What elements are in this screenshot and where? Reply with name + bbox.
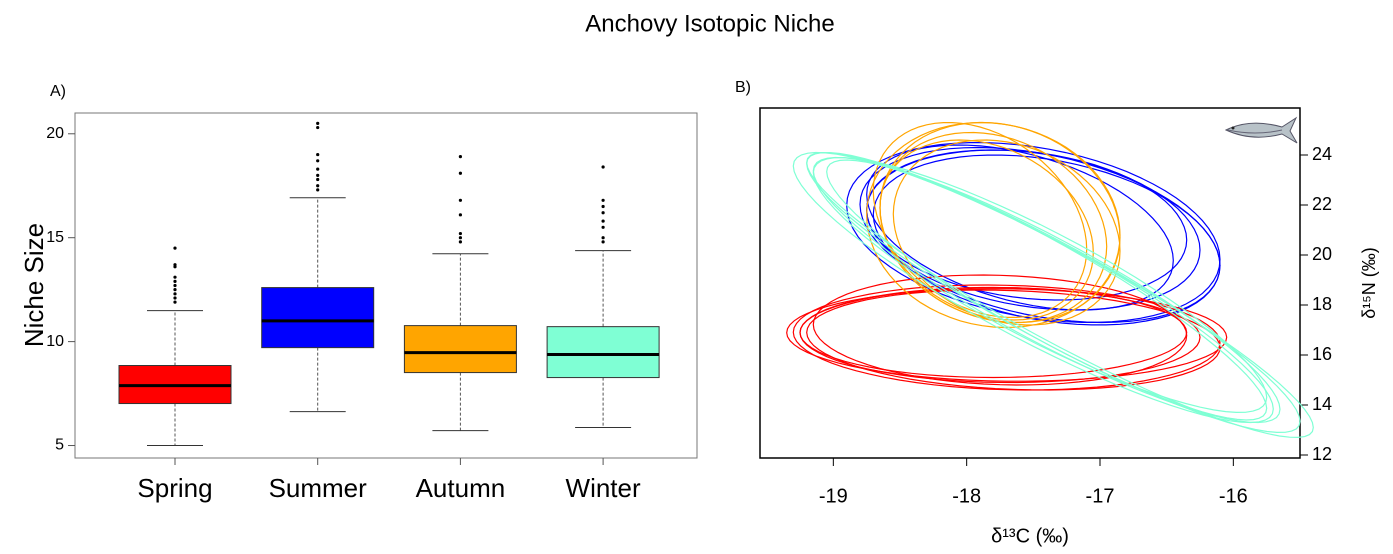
niche-ellipse bbox=[866, 121, 1121, 329]
y-tick-label: 22 bbox=[1312, 194, 1332, 214]
x-tick-label: -19 bbox=[819, 485, 848, 507]
panel-label: B) bbox=[735, 79, 751, 96]
outlier bbox=[173, 246, 177, 250]
niche-ellipse bbox=[826, 159, 1268, 421]
y-tick-label: 12 bbox=[1312, 444, 1332, 464]
x-tick-label: Summer bbox=[269, 473, 368, 503]
outlier bbox=[458, 198, 462, 202]
outlier bbox=[316, 184, 320, 188]
outlier bbox=[173, 283, 177, 288]
plot-frame bbox=[74, 112, 698, 459]
y-tick-label: 24 bbox=[1312, 144, 1332, 164]
y-axis-label: Niche Size bbox=[19, 223, 49, 347]
niche-ellipse bbox=[806, 289, 1221, 391]
plot-frame bbox=[759, 107, 1301, 459]
box bbox=[546, 326, 660, 379]
outlier bbox=[173, 279, 177, 283]
niche-ellipse bbox=[799, 286, 1188, 379]
outlier bbox=[601, 225, 605, 229]
outlier bbox=[458, 213, 462, 217]
niche-ellipse bbox=[892, 139, 1121, 326]
x-axis-label: δ¹³C (‰) bbox=[991, 525, 1069, 547]
outlier bbox=[601, 204, 605, 209]
outlier bbox=[173, 288, 177, 292]
x-tick-label: -16 bbox=[1219, 485, 1248, 507]
outlier bbox=[173, 300, 177, 304]
outlier bbox=[601, 236, 605, 240]
y-tick-label: 16 bbox=[1312, 344, 1332, 364]
niche-ellipse bbox=[866, 144, 1174, 311]
x-tick-label: Autumn bbox=[416, 473, 506, 503]
niche-ellipse bbox=[872, 154, 1221, 326]
outlier bbox=[316, 177, 320, 182]
box bbox=[403, 325, 517, 374]
outlier bbox=[316, 125, 320, 130]
outlier bbox=[316, 188, 320, 192]
niche-ellipse bbox=[792, 151, 1274, 424]
outlier bbox=[316, 167, 320, 171]
outlier bbox=[316, 152, 320, 157]
outlier bbox=[173, 296, 177, 300]
niche-ellipse bbox=[812, 156, 1268, 414]
outlier bbox=[458, 240, 462, 244]
outlier bbox=[316, 173, 320, 177]
y-tick-label: 15 bbox=[46, 229, 64, 246]
niche-ellipse bbox=[812, 274, 1188, 386]
fish-icon bbox=[1224, 116, 1298, 144]
y-tick-label: 18 bbox=[1312, 294, 1332, 314]
y-tick-label: 5 bbox=[55, 437, 64, 454]
y-tick-label: 14 bbox=[1312, 394, 1332, 414]
x-tick-label: Spring bbox=[137, 473, 212, 503]
y-tick-label: 10 bbox=[46, 333, 64, 350]
niche-ellipse bbox=[879, 139, 1094, 321]
outlier bbox=[601, 219, 605, 223]
outlier bbox=[316, 121, 320, 125]
x-tick-label: -17 bbox=[1086, 485, 1115, 507]
niche-ellipse bbox=[872, 122, 1088, 318]
outlier bbox=[458, 236, 462, 240]
y-tick-label: 20 bbox=[46, 125, 64, 142]
niche-ellipse bbox=[859, 146, 1221, 324]
outlier bbox=[173, 275, 177, 279]
y-axis-label: δ¹⁵N (‰) bbox=[1359, 247, 1379, 318]
y-tick-label: 20 bbox=[1312, 244, 1332, 264]
box bbox=[261, 287, 375, 349]
niche-ellipse bbox=[792, 284, 1221, 391]
x-tick-label: Winter bbox=[566, 473, 641, 503]
outlier bbox=[458, 231, 462, 236]
panel-label: A) bbox=[50, 83, 66, 100]
outlier bbox=[601, 211, 605, 215]
outlier bbox=[601, 165, 605, 169]
outlier bbox=[458, 155, 462, 159]
outlier bbox=[316, 159, 320, 163]
outlier bbox=[601, 198, 605, 202]
outlier bbox=[601, 240, 605, 244]
x-tick-label: -18 bbox=[952, 485, 981, 507]
outlier bbox=[173, 265, 177, 269]
figure-title: Anchovy Isotopic Niche bbox=[585, 10, 834, 37]
outlier bbox=[458, 171, 462, 175]
outlier bbox=[173, 292, 177, 296]
